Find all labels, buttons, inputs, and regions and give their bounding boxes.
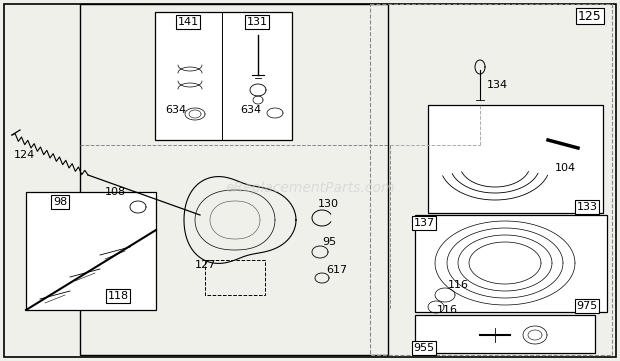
Text: 124: 124 [14,150,35,160]
Bar [415,315,595,353]
Text: 617: 617 [326,265,347,275]
Text: 127: 127 [195,260,216,270]
Text: eReplacementParts.com: eReplacementParts.com [225,181,395,195]
Text: 137: 137 [414,218,435,228]
Text: 133: 133 [577,202,598,212]
Text: 125: 125 [578,9,602,22]
Bar [155,12,292,140]
Text: 134: 134 [487,80,508,90]
Text: 104: 104 [555,163,576,173]
Text: 118: 118 [107,291,128,301]
Bar [80,4,388,355]
Text: 955: 955 [414,343,435,353]
Text: 130: 130 [318,199,339,209]
Text: 634: 634 [165,105,186,115]
Text: 131: 131 [247,17,267,27]
Text: 95: 95 [322,237,336,247]
Text: 634: 634 [240,105,261,115]
Bar [415,215,607,312]
Bar [26,192,156,310]
Text: 108: 108 [105,187,126,197]
Text: 116: 116 [437,305,458,315]
Text: 116: 116 [448,280,469,290]
Text: 98: 98 [53,197,67,207]
Bar [370,4,612,355]
Text: 975: 975 [577,301,598,311]
Bar [428,105,603,213]
Text: 141: 141 [177,17,198,27]
Bar [205,260,265,295]
